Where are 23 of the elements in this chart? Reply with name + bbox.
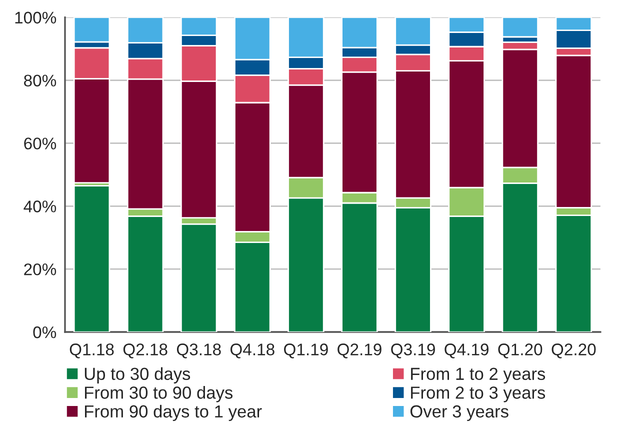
x-tick-label: Q4.19 bbox=[444, 344, 488, 358]
legend-label: Over 3 years bbox=[410, 405, 508, 422]
x-tick-label: Q3.19 bbox=[391, 344, 435, 358]
y-tick-label: 0% bbox=[33, 326, 56, 338]
bar bbox=[73, 185, 110, 332]
y-tick-label: 20% bbox=[24, 263, 56, 276]
x-tick-label: Q1.19 bbox=[284, 344, 328, 358]
legend-label: Up to 30 days bbox=[84, 367, 190, 384]
x-tick-label: Q2.19 bbox=[338, 344, 382, 358]
x-tick-label: Q3.18 bbox=[176, 344, 221, 358]
y-tick-label: 40% bbox=[24, 200, 56, 212]
x-tick-label: Q1.18 bbox=[70, 344, 114, 358]
legend-label: From 30 to 90 days bbox=[85, 386, 233, 402]
legend-label: From 1 to 2 years bbox=[411, 368, 546, 384]
legend-label: From 2 to 3 years bbox=[411, 386, 546, 402]
y-tick-label: 80% bbox=[24, 74, 56, 86]
x-tick-label: Q2.18 bbox=[123, 344, 168, 358]
y-tick-label: 100% bbox=[15, 12, 56, 24]
x-tick-label: Q4.18 bbox=[230, 344, 274, 358]
legend-label: From 90 days to 1 year bbox=[85, 404, 262, 422]
x-tick-label: Q2.20 bbox=[552, 344, 596, 358]
x-tick-label: Q1.20 bbox=[498, 344, 542, 358]
y-tick-label: 60% bbox=[24, 138, 56, 150]
